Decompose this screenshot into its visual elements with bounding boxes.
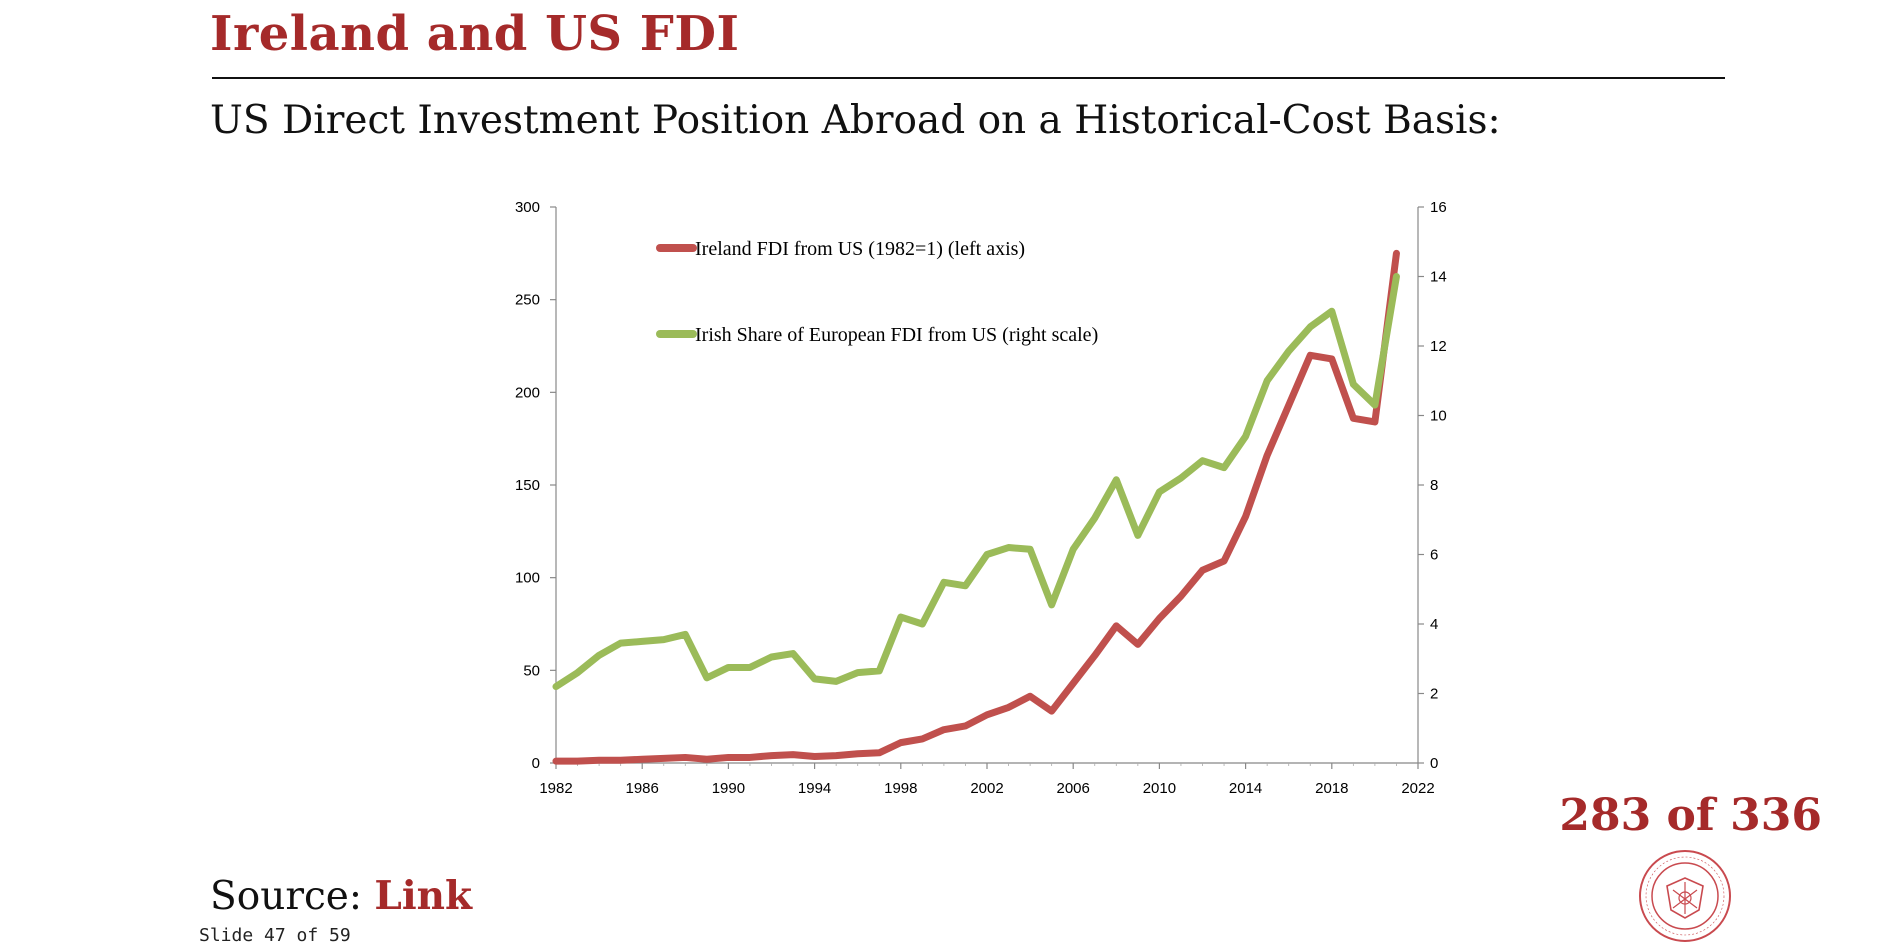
x-tick-label: 1990 [712, 780, 745, 797]
x-tick-label: 2022 [1401, 780, 1434, 797]
x-tick-label: 1986 [626, 780, 659, 797]
source-line: Source: Link [210, 873, 472, 919]
x-tick-label: 2010 [1143, 780, 1176, 797]
source-link[interactable]: Link [374, 873, 473, 919]
y-right-tick-label: 4 [1430, 616, 1438, 633]
y-left-tick-label: 250 [515, 292, 540, 309]
y-left-tick-label: 300 [515, 199, 540, 216]
slide-number: Slide 47 of 59 [199, 925, 351, 946]
y-right-tick-label: 8 [1430, 477, 1438, 494]
source-label: Source: [210, 874, 375, 919]
y-right-tick-label: 0 [1430, 755, 1438, 772]
y-left-tick-label: 100 [515, 570, 540, 587]
x-tick-label: 1982 [539, 780, 572, 797]
y-left-tick-label: 50 [523, 662, 540, 679]
y-left-tick-label: 150 [515, 477, 540, 494]
y-right-tick-label: 6 [1430, 547, 1438, 564]
y-right-tick-label: 14 [1430, 269, 1447, 286]
x-tick-label: 2006 [1057, 780, 1090, 797]
y-right-tick-label: 12 [1430, 338, 1447, 355]
series-line-ireland-fdi [552, 249, 1400, 765]
slide-subtitle: US Direct Investment Position Abroad on … [210, 98, 1501, 143]
y-right-tick-label: 10 [1430, 408, 1447, 425]
x-tick-label: 2014 [1229, 780, 1262, 797]
legend-label: Ireland FDI from US (1982=1) (left axis) [695, 238, 1025, 260]
slide-title: Ireland and US FDI [210, 6, 740, 62]
x-tick-label: 2002 [970, 780, 1003, 797]
carnegie-mellon-seal-icon [1639, 850, 1731, 942]
title-divider [212, 77, 1725, 79]
y-right-tick-label: 2 [1430, 686, 1438, 703]
legend-label: Irish Share of European FDI from US (rig… [695, 324, 1098, 346]
x-tick-label: 1994 [798, 780, 831, 797]
page-count: 283 of 336 [1559, 790, 1822, 841]
y-right-tick-label: 16 [1430, 199, 1447, 216]
x-tick-label: 2018 [1315, 780, 1348, 797]
series-line-irish-share [552, 273, 1400, 691]
y-left-tick-label: 200 [515, 384, 540, 401]
y-left-tick-label: 0 [532, 755, 540, 772]
x-tick-label: 1998 [884, 780, 917, 797]
